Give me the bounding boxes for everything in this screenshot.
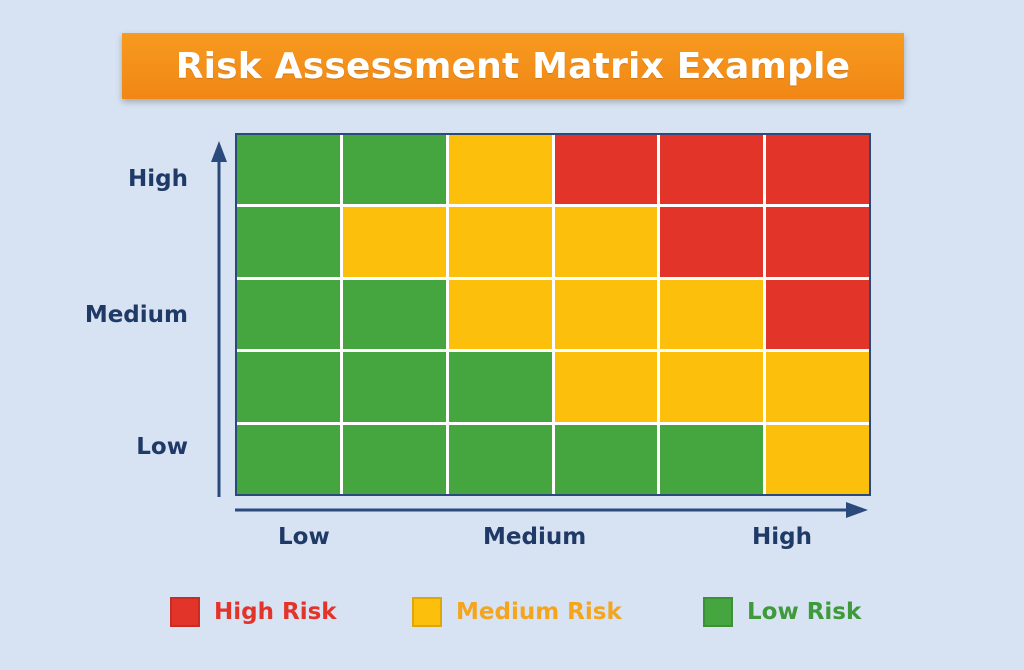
matrix-cell-high: [766, 135, 869, 205]
matrix-cell-medium: [448, 207, 552, 277]
matrix-cell-low: [554, 424, 658, 494]
y-label-medium: Medium: [84, 302, 188, 328]
matrix-cell-medium: [766, 352, 869, 422]
matrix-cell-medium: [342, 207, 446, 277]
matrix-cell-high: [660, 135, 764, 205]
matrix-cell-medium: [554, 207, 658, 277]
x-axis-arrowhead: [846, 502, 868, 518]
matrix-cell-high: [766, 279, 869, 350]
matrix-cell-high: [554, 135, 658, 205]
matrix-cell-medium: [448, 135, 552, 205]
matrix-cell-medium: [766, 424, 869, 494]
matrix-cell-low: [448, 352, 552, 422]
title-banner: Risk Assessment Matrix Example: [122, 33, 904, 99]
matrix-cell-low: [660, 424, 764, 494]
x-label-high: High: [752, 524, 812, 550]
legend-swatch-medium: [412, 597, 442, 627]
matrix-cell-low: [237, 207, 340, 277]
matrix-cell-low: [448, 424, 552, 494]
matrix-cell-low: [237, 352, 340, 422]
matrix-cell-low: [342, 352, 446, 422]
page-title: Risk Assessment Matrix Example: [175, 45, 851, 87]
matrix-cell-high: [766, 207, 869, 277]
risk-matrix: [235, 133, 871, 496]
legend-swatch-high: [170, 597, 200, 627]
legend-label-high: High Risk: [214, 599, 337, 625]
matrix-cell-low: [342, 279, 446, 350]
legend-label-medium: Medium Risk: [456, 599, 622, 625]
matrix-cell-medium: [554, 279, 658, 350]
matrix-cell-medium: [660, 352, 764, 422]
matrix-cell-low: [237, 424, 340, 494]
legend-item-medium: Medium Risk: [412, 596, 622, 628]
matrix-cell-low: [342, 135, 446, 205]
x-label-low: Low: [278, 524, 330, 550]
matrix-cell-low: [237, 135, 340, 205]
matrix-cell-medium: [554, 352, 658, 422]
matrix-cell-medium: [448, 279, 552, 350]
matrix-cell-medium: [660, 279, 764, 350]
legend-swatch-low: [703, 597, 733, 627]
matrix-cell-low: [237, 279, 340, 350]
y-axis-arrowhead: [211, 141, 227, 162]
legend-label-low: Low Risk: [747, 599, 862, 625]
y-label-low: Low: [136, 434, 188, 460]
legend-item-high: High Risk: [170, 596, 337, 628]
matrix-cell-low: [342, 424, 446, 494]
legend-item-low: Low Risk: [703, 596, 861, 628]
y-label-high: High: [128, 166, 188, 192]
matrix-cell-high: [660, 207, 764, 277]
x-label-medium: Medium: [483, 524, 587, 550]
